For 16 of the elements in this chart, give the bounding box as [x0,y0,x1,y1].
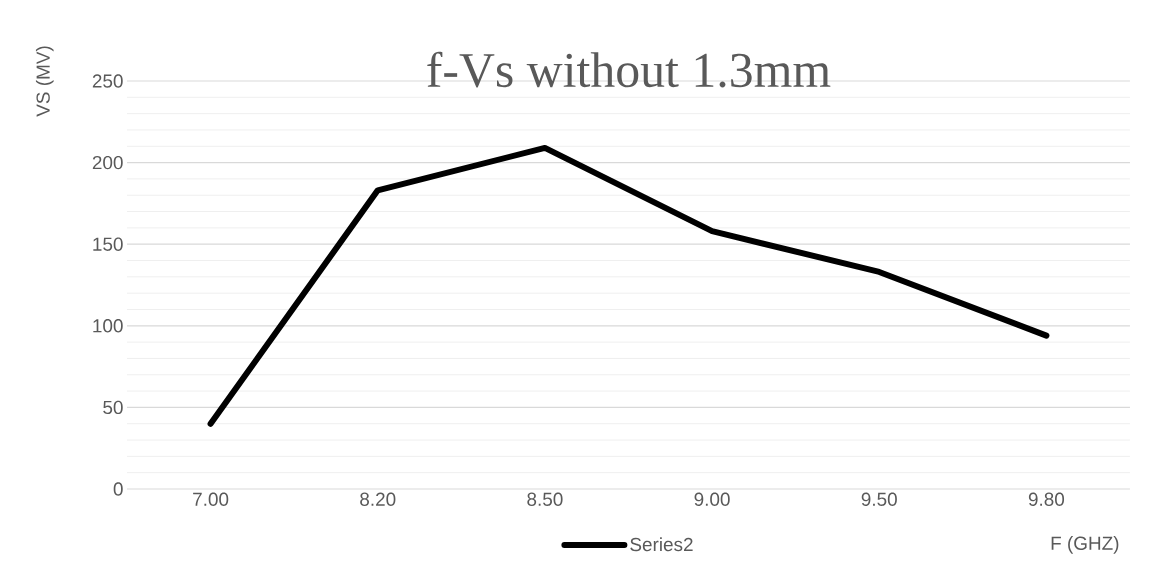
x-tick-label: 9.50 [861,492,897,506]
y-tick-label: 50 [103,400,123,415]
y-axis-title: VS (MV) [35,46,54,117]
x-tick-label: 8.50 [527,492,563,506]
x-tick-label: 9.00 [694,492,730,506]
legend-label: Series2 [630,537,693,552]
y-tick-label: 100 [93,319,123,333]
x-tick-label: 9.80 [1028,492,1065,506]
x-tick-label: 8.20 [360,492,396,506]
y-tick-label: 200 [92,155,123,170]
y-tick-label: 0 [113,482,123,496]
chart-title: f-Vs without 1.3mm [427,51,831,88]
y-tick-label: 150 [93,237,123,251]
x-tick-label: 7.00 [193,492,229,506]
y-tick-label: 250 [92,74,123,88]
x-axis-title: F (GHZ) [1051,536,1119,554]
